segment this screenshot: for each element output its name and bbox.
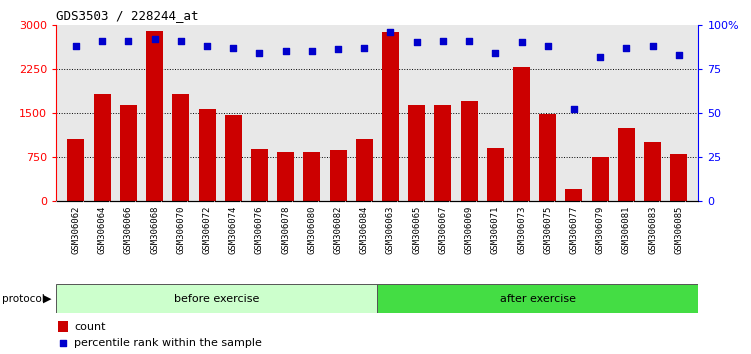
Text: protocol: protocol xyxy=(2,294,44,304)
Point xyxy=(647,43,659,49)
Text: GSM306080: GSM306080 xyxy=(307,205,316,253)
Bar xyxy=(356,139,372,201)
Text: GSM306071: GSM306071 xyxy=(491,205,500,253)
Point xyxy=(149,36,161,42)
Text: GSM306073: GSM306073 xyxy=(517,205,526,253)
Text: GSM306077: GSM306077 xyxy=(569,205,578,253)
Text: GSM306074: GSM306074 xyxy=(229,205,238,253)
Point xyxy=(228,45,240,51)
Text: GSM306075: GSM306075 xyxy=(543,205,552,253)
Text: GSM306084: GSM306084 xyxy=(360,205,369,253)
Point xyxy=(201,43,213,49)
Text: GSM306068: GSM306068 xyxy=(150,205,159,253)
Bar xyxy=(618,127,635,201)
Text: GSM306085: GSM306085 xyxy=(674,205,683,253)
Bar xyxy=(670,154,687,201)
Bar xyxy=(409,105,425,201)
Point xyxy=(515,40,527,45)
Point xyxy=(620,45,632,51)
Text: GDS3503 / 228244_at: GDS3503 / 228244_at xyxy=(56,9,199,22)
Point xyxy=(568,107,580,112)
Point xyxy=(541,43,553,49)
Text: GSM306072: GSM306072 xyxy=(203,205,212,253)
Bar xyxy=(644,142,661,201)
Point xyxy=(358,45,370,51)
Text: GSM306066: GSM306066 xyxy=(124,205,133,253)
Text: GSM306063: GSM306063 xyxy=(386,205,395,253)
Text: ▶: ▶ xyxy=(43,294,51,304)
Bar xyxy=(146,31,163,201)
Bar xyxy=(68,139,85,201)
Text: GSM306070: GSM306070 xyxy=(176,205,185,253)
Bar xyxy=(460,101,478,201)
Bar xyxy=(198,109,216,201)
Point xyxy=(437,38,449,44)
Point xyxy=(279,48,291,54)
Text: after exercise: after exercise xyxy=(500,294,576,304)
Bar xyxy=(251,149,268,201)
Text: GSM306083: GSM306083 xyxy=(648,205,657,253)
Text: GSM306082: GSM306082 xyxy=(333,205,342,253)
Point xyxy=(306,48,318,54)
Text: GSM306062: GSM306062 xyxy=(71,205,80,253)
Text: GSM306078: GSM306078 xyxy=(281,205,290,253)
Point xyxy=(411,40,423,45)
Bar xyxy=(94,94,110,201)
Point xyxy=(269,263,281,269)
Text: GSM306079: GSM306079 xyxy=(596,205,605,253)
Bar xyxy=(303,152,321,201)
Point xyxy=(70,43,82,49)
Point xyxy=(490,50,502,56)
Bar xyxy=(58,321,68,332)
Bar xyxy=(377,284,698,313)
Point xyxy=(175,38,187,44)
Text: GSM306064: GSM306064 xyxy=(98,205,107,253)
Point xyxy=(463,38,475,44)
Point xyxy=(96,38,108,44)
Text: GSM306076: GSM306076 xyxy=(255,205,264,253)
Text: count: count xyxy=(74,321,105,332)
Bar xyxy=(566,189,583,201)
Point xyxy=(673,52,685,58)
Text: GSM306067: GSM306067 xyxy=(439,205,448,253)
Bar xyxy=(172,94,189,201)
Bar xyxy=(382,33,399,201)
Point xyxy=(385,29,397,35)
Bar xyxy=(120,105,137,201)
Bar xyxy=(56,284,377,313)
Bar xyxy=(592,157,608,201)
Point xyxy=(122,38,134,44)
Bar xyxy=(513,67,530,201)
Bar xyxy=(277,152,294,201)
Bar xyxy=(330,150,346,201)
Text: GSM306081: GSM306081 xyxy=(622,205,631,253)
Bar xyxy=(225,115,242,201)
Text: percentile rank within the sample: percentile rank within the sample xyxy=(74,338,262,348)
Point xyxy=(253,50,265,56)
Bar xyxy=(487,148,504,201)
Point xyxy=(332,47,344,52)
Text: GSM306065: GSM306065 xyxy=(412,205,421,253)
Point xyxy=(594,54,606,59)
Text: GSM306069: GSM306069 xyxy=(465,205,474,253)
Text: before exercise: before exercise xyxy=(174,294,260,304)
Bar xyxy=(539,114,556,201)
Bar xyxy=(434,105,451,201)
